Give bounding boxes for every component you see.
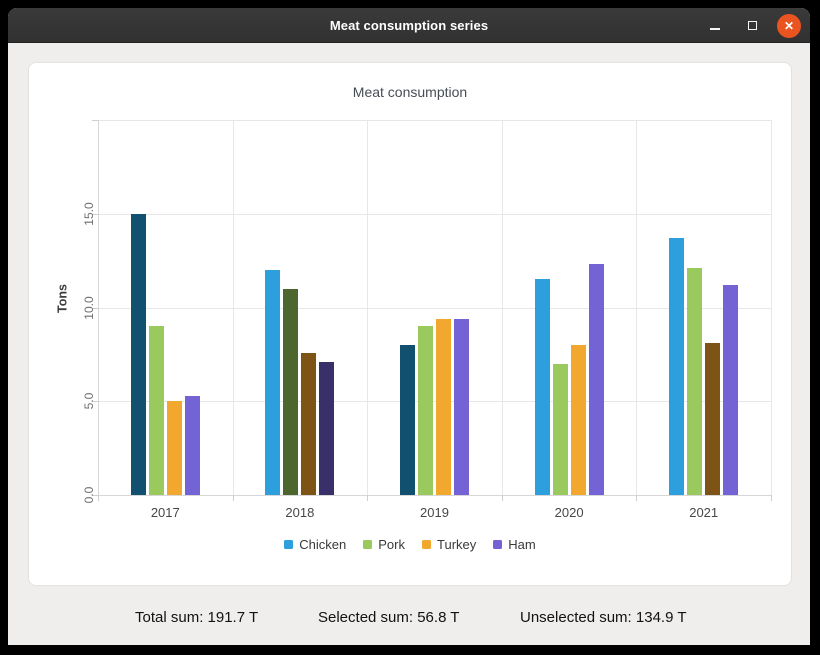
x-axis-tick xyxy=(501,495,503,501)
bar-turkey-2020[interactable] xyxy=(570,345,586,495)
bar-pork-2019[interactable] xyxy=(418,326,433,496)
bar-chicken-2019[interactable] xyxy=(400,345,415,495)
bar-turkey-2017[interactable] xyxy=(166,401,182,496)
x-axis-line xyxy=(98,495,771,496)
chart-card: Meat consumption Tons 0.0 5.0 10.0 15.0 2017… xyxy=(28,62,792,586)
gridline-horizontal xyxy=(98,120,771,121)
bar-ham-2019[interactable] xyxy=(454,318,469,496)
window-title: Meat consumption series xyxy=(329,17,489,33)
bar-chicken-2021[interactable] xyxy=(669,238,685,495)
gridline-horizontal xyxy=(98,307,771,309)
y-axis-tick xyxy=(92,213,98,215)
gridline-vertical xyxy=(636,120,638,495)
x-axis-label: 2018 xyxy=(285,505,315,520)
bar-ham-2017[interactable] xyxy=(184,395,200,495)
x-axis-tick xyxy=(232,495,234,501)
app-window: Meat consumption series ✕ Meat consumpti… xyxy=(8,8,810,645)
bar-ham-2021[interactable] xyxy=(723,285,739,495)
bar-chicken-2018[interactable] xyxy=(265,270,281,495)
legend-label: Pork xyxy=(378,536,405,552)
y-axis-tick xyxy=(92,401,98,403)
bar-chicken-2017[interactable] xyxy=(130,213,146,496)
chart-canvas: Tons 0.0 5.0 10.0 15.0 2017 2018 2019 2020 2021 xyxy=(29,63,791,585)
minimize-icon xyxy=(710,27,720,30)
chart-title: Meat consumption xyxy=(352,84,468,100)
legend: Chicken Pork Turkey Ham xyxy=(29,534,791,554)
x-axis-label: 2020 xyxy=(554,505,584,520)
title-bar[interactable]: Meat consumption series ✕ xyxy=(8,8,810,43)
close-button[interactable]: ✕ xyxy=(777,13,801,38)
bar-ham-2020[interactable] xyxy=(588,264,604,495)
x-axis-tick xyxy=(771,495,772,501)
gridline-vertical xyxy=(771,120,772,495)
legend-swatch-icon xyxy=(284,539,294,549)
legend-swatch-icon xyxy=(422,539,431,549)
bar-pork-2017[interactable] xyxy=(148,326,164,496)
gridline-vertical xyxy=(367,120,369,495)
x-axis-tick xyxy=(98,495,99,501)
legend-item-turkey[interactable]: Turkey xyxy=(422,537,476,552)
close-icon: ✕ xyxy=(783,18,795,33)
bar-pork-2020[interactable] xyxy=(552,363,568,496)
legend-label: Ham xyxy=(508,536,536,552)
y-axis-tick-label: 15.0 xyxy=(82,202,96,226)
maximize-icon xyxy=(747,21,757,30)
bar-turkey-2021[interactable] xyxy=(705,343,721,495)
y-axis-tick xyxy=(92,495,98,496)
bar-pork-2018[interactable] xyxy=(283,288,299,495)
legend-item-chicken[interactable]: Chicken xyxy=(284,537,346,552)
y-axis-tick-label: 0.0 xyxy=(82,486,96,504)
x-axis-tick xyxy=(367,495,369,501)
legend-item-ham[interactable]: Ham xyxy=(493,536,536,552)
bar-chicken-2020[interactable] xyxy=(534,279,550,495)
bar-pork-2021[interactable] xyxy=(687,268,703,495)
maximize-button[interactable] xyxy=(740,14,764,38)
x-axis-label: 2017 xyxy=(150,505,180,520)
bar-turkey-2018[interactable] xyxy=(301,352,317,495)
window-controls: ✕ xyxy=(703,8,801,43)
gridline-vertical xyxy=(501,120,503,495)
legend-label: Chicken xyxy=(299,536,347,552)
y-axis-tick xyxy=(92,307,98,309)
gridline-horizontal xyxy=(98,213,771,215)
minimize-button[interactable] xyxy=(703,14,727,38)
x-axis-label: 2019 xyxy=(420,505,449,520)
x-axis-tick xyxy=(636,495,638,501)
gridline-horizontal xyxy=(98,401,771,403)
legend-swatch-icon xyxy=(363,539,373,549)
selected-sum-label: Selected sum: 56.8 T xyxy=(318,609,460,626)
x-axis-label: 2021 xyxy=(689,505,719,520)
y-axis-line xyxy=(98,120,99,496)
bar-ham-2018[interactable] xyxy=(319,361,335,495)
y-axis-tick xyxy=(92,120,98,121)
legend-swatch-icon xyxy=(493,539,503,549)
y-axis-tick-label: 10.0 xyxy=(82,295,96,320)
total-sum-label: Total sum: 191.7 T xyxy=(135,609,259,626)
gridline-vertical xyxy=(232,120,234,495)
legend-item-pork[interactable]: Pork xyxy=(363,537,405,552)
unselected-sum-label: Unselected sum: 134.9 T xyxy=(520,609,687,626)
legend-label: Turkey xyxy=(437,536,477,552)
y-axis-tick-label: 5.0 xyxy=(82,392,96,410)
y-axis-title: Tons xyxy=(55,284,70,313)
bar-turkey-2019[interactable] xyxy=(436,318,451,496)
